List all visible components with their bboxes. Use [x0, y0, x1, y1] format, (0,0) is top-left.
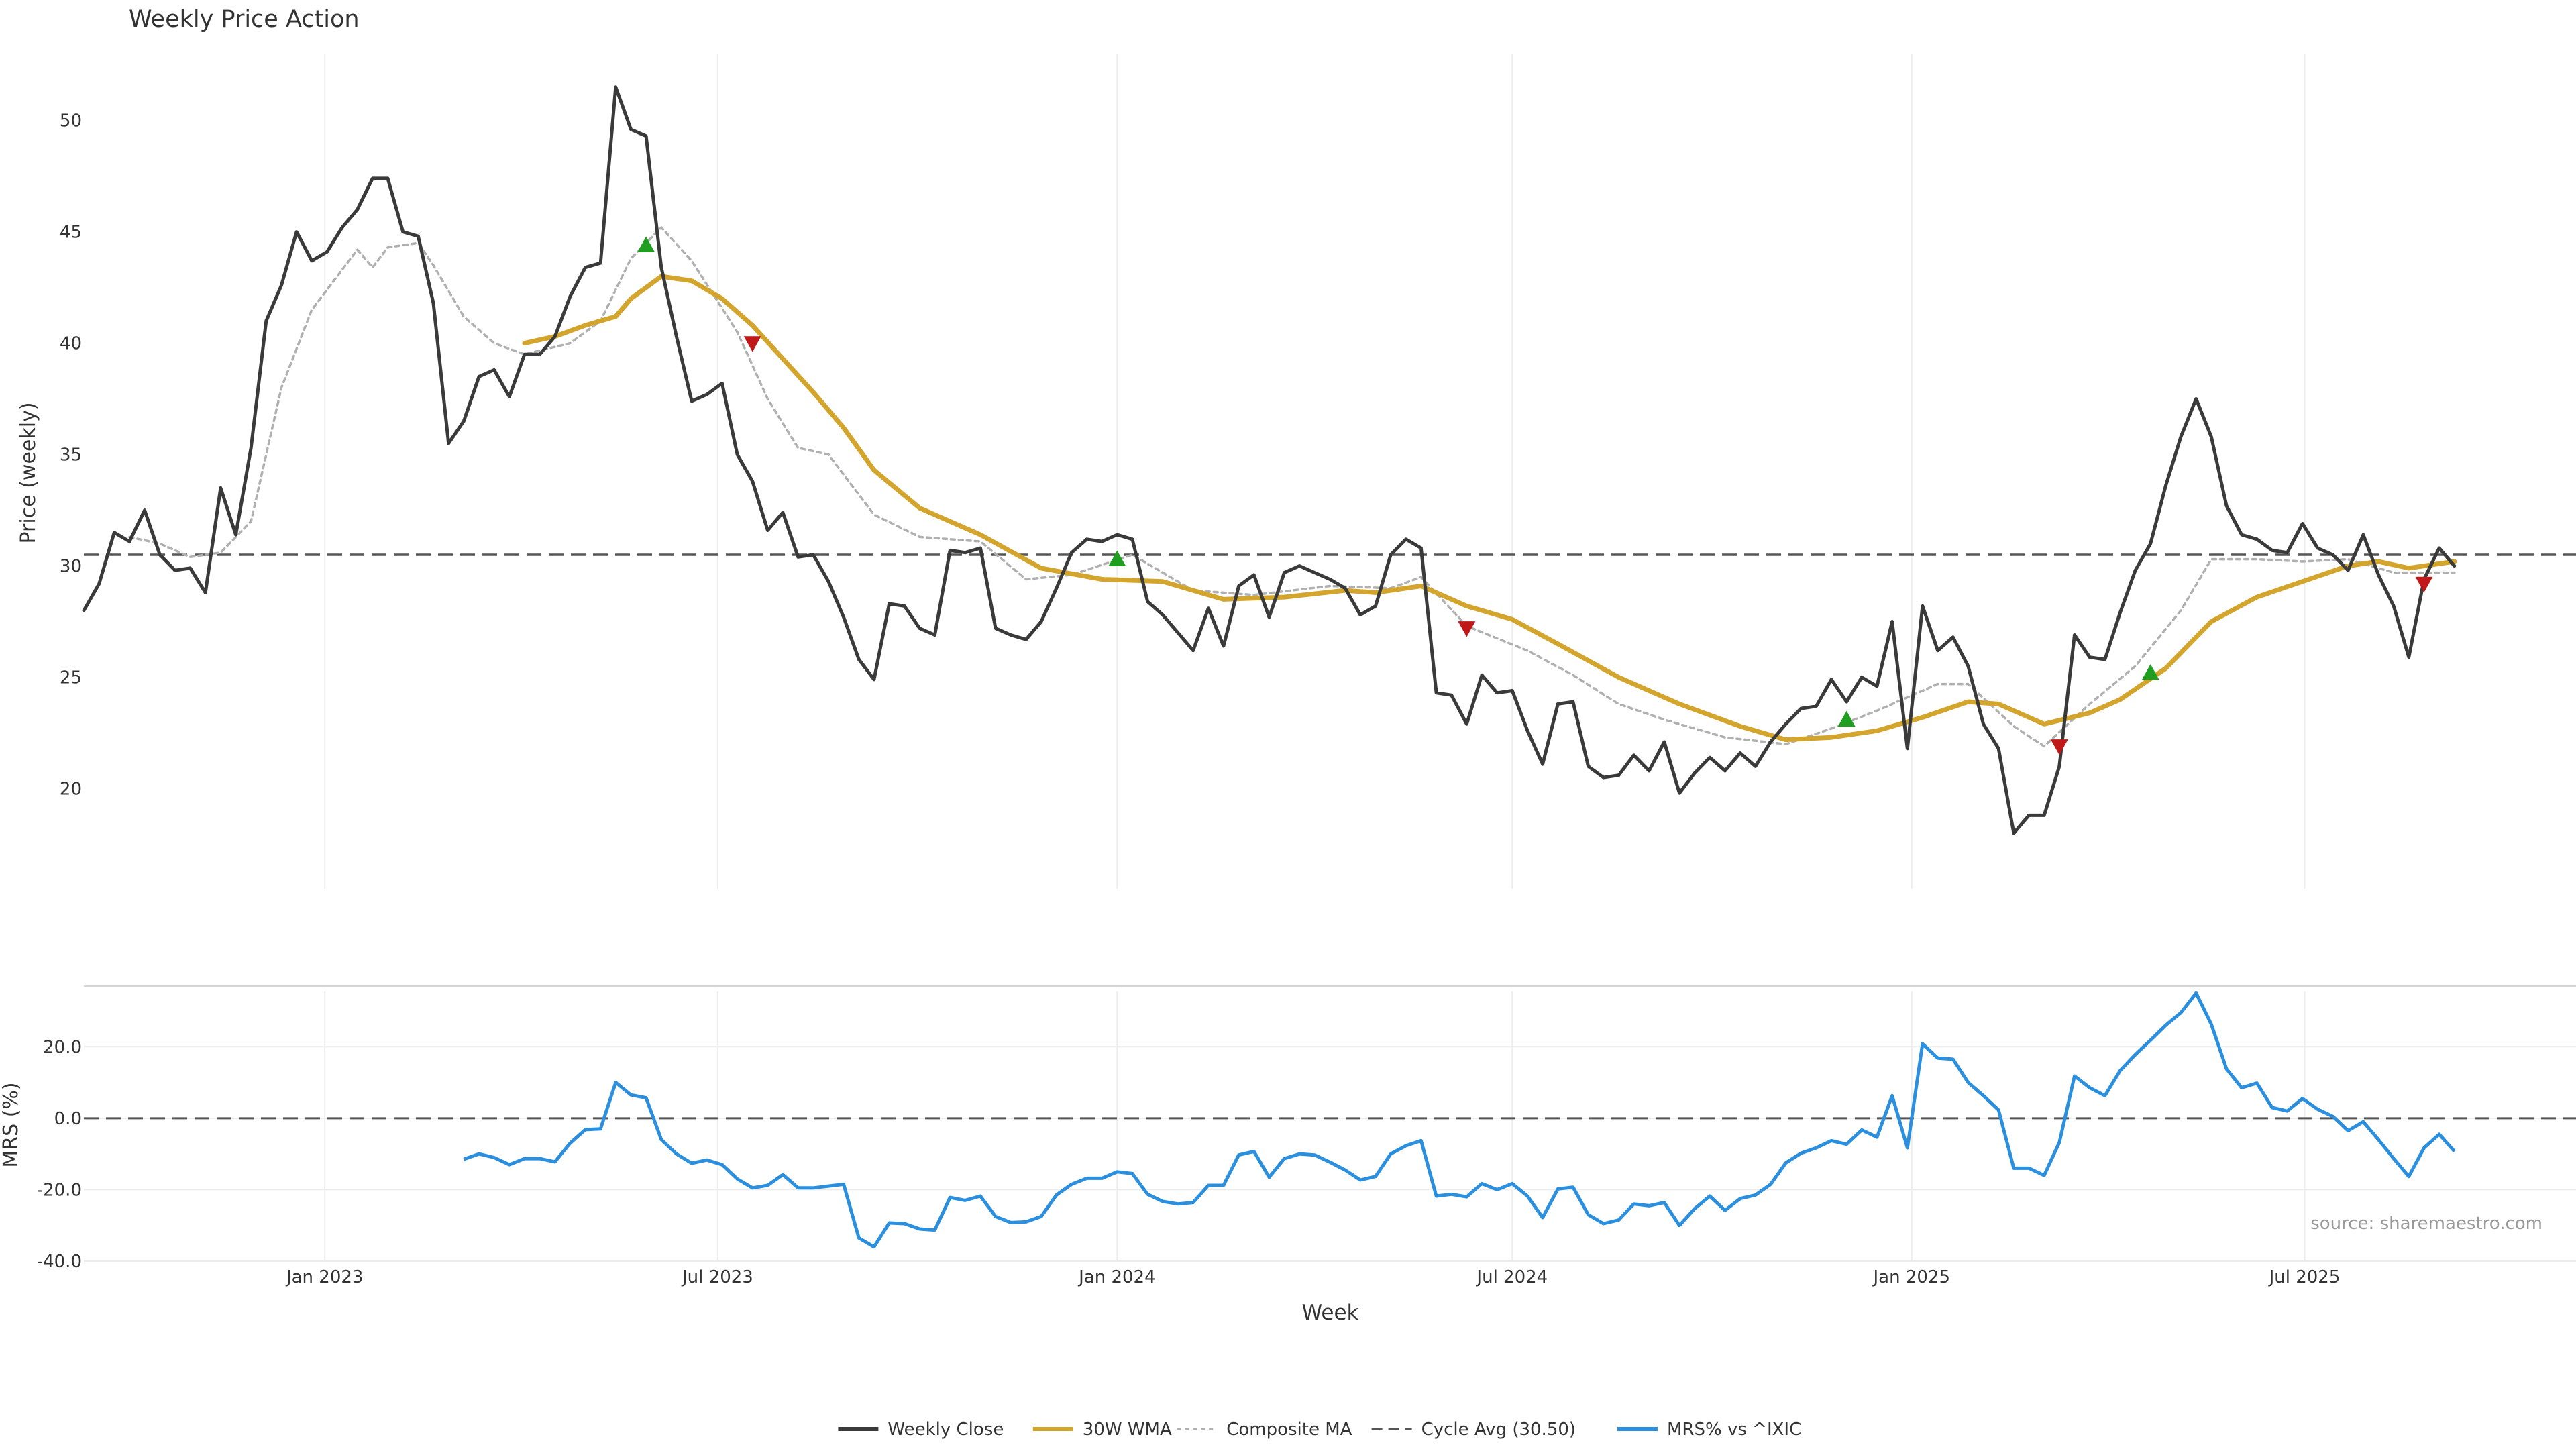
grid-layer: [84, 54, 2576, 1262]
buy-signal-marker: [2141, 663, 2159, 680]
composite-ma-line: [128, 226, 2456, 748]
weekly-close-line: [82, 85, 2457, 835]
x-tick-label: Jul 2025: [2268, 1267, 2341, 1287]
sell-signal-marker: [2415, 576, 2433, 593]
top-y-axis-label: Price (weekly): [17, 402, 40, 543]
bottom-y-tick-label: -20.0: [37, 1180, 82, 1200]
bottom-y-tick-label: -40.0: [37, 1252, 82, 1272]
x-tick-label: Jul 2024: [1475, 1267, 1548, 1287]
mrs-line: [463, 991, 2456, 1249]
legend: Weekly Close 30W WMA Composite MA Cycle Avg…: [838, 1419, 1801, 1440]
top-y-tick-label: 45: [60, 223, 82, 243]
legend-label: Composite MA: [1226, 1419, 1352, 1440]
source-attribution: source: sharemaestro.com: [2310, 1214, 2542, 1234]
x-tick-label: Jan 2023: [285, 1267, 364, 1287]
top-y-tick-label: 50: [60, 111, 82, 131]
legend-label: Cycle Avg (30.50): [1421, 1419, 1576, 1440]
legend-label: Weekly Close: [888, 1419, 1004, 1440]
sell-signal-marker: [2050, 739, 2068, 755]
bottom-y-tick-label: 20.0: [43, 1037, 82, 1057]
axis-labels: Price (weekly) MRS (%) Week Jan 2023 Jul …: [0, 111, 2340, 1325]
x-tick-label: Jul 2023: [681, 1267, 753, 1287]
buy-signal-marker: [1837, 710, 1856, 727]
x-axis-label: Week: [1302, 1301, 1359, 1325]
sell-signal-marker: [743, 336, 761, 352]
bottom-y-axis-label: MRS (%): [0, 1082, 23, 1167]
top-y-tick-label: 20: [60, 780, 82, 800]
reference-lines: [84, 553, 2576, 1120]
top-y-tick-label: 25: [60, 668, 82, 688]
bottom-y-tick-label: 0.0: [54, 1109, 82, 1129]
legend-label: MRS% vs ^IXIC: [1667, 1419, 1801, 1440]
series-layer: [82, 85, 2457, 1249]
x-tick-label: Jan 2025: [1872, 1267, 1951, 1287]
top-y-tick-label: 30: [60, 557, 82, 577]
signal-markers: [637, 236, 2433, 755]
chart-title: Weekly Price Action: [129, 6, 360, 33]
wma-30w-line: [522, 274, 2457, 743]
x-tick-label: Jan 2024: [1077, 1267, 1156, 1287]
sell-signal-marker: [1458, 621, 1476, 637]
top-y-tick-label: 40: [60, 334, 82, 354]
legend-label: 30W WMA: [1083, 1419, 1172, 1440]
buy-signal-marker: [637, 236, 655, 252]
top-y-tick-label: 35: [60, 445, 82, 466]
buy-signal-marker: [1108, 550, 1126, 567]
